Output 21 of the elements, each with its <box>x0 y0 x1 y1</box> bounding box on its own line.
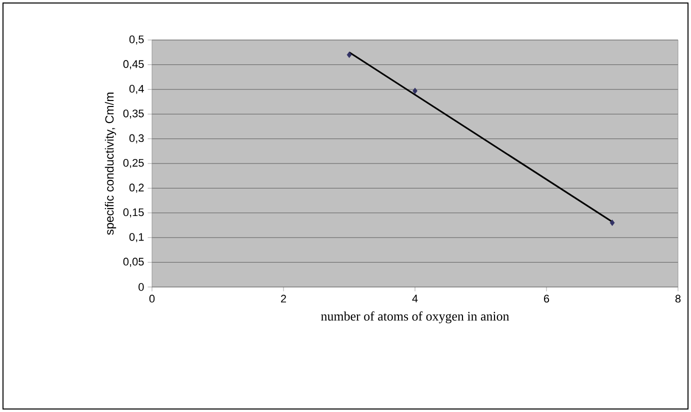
y-tick-label: 0,15 <box>123 208 144 218</box>
y-axis-title: specific conductivity, Cm/m <box>104 92 116 235</box>
x-tick-label: 4 <box>412 294 418 302</box>
y-tick-label: 0,05 <box>123 258 144 267</box>
x-axis-title: number of atoms of oxygen in anion <box>321 311 510 324</box>
y-tick-label: 0,2 <box>129 184 144 193</box>
y-tick-label: 0,35 <box>123 110 144 119</box>
x-tick-label: 0 <box>149 294 155 303</box>
y-tick-label: 0 <box>138 283 144 291</box>
y-tick-label: 0,3 <box>129 134 144 144</box>
y-tick-label: 0,1 <box>129 233 144 242</box>
x-tick-label: 6 <box>544 294 550 303</box>
y-tick-label: 0,5 <box>129 35 144 45</box>
point <box>412 88 418 94</box>
point <box>610 220 615 226</box>
point <box>346 52 352 58</box>
y-tick-label: 0,25 <box>123 158 144 168</box>
y-tick-label: 0,45 <box>123 60 144 70</box>
y-tick-label: 0,4 <box>129 84 144 94</box>
x-tick-label: 8 <box>675 294 681 303</box>
x-tick-label: 2 <box>281 294 286 302</box>
